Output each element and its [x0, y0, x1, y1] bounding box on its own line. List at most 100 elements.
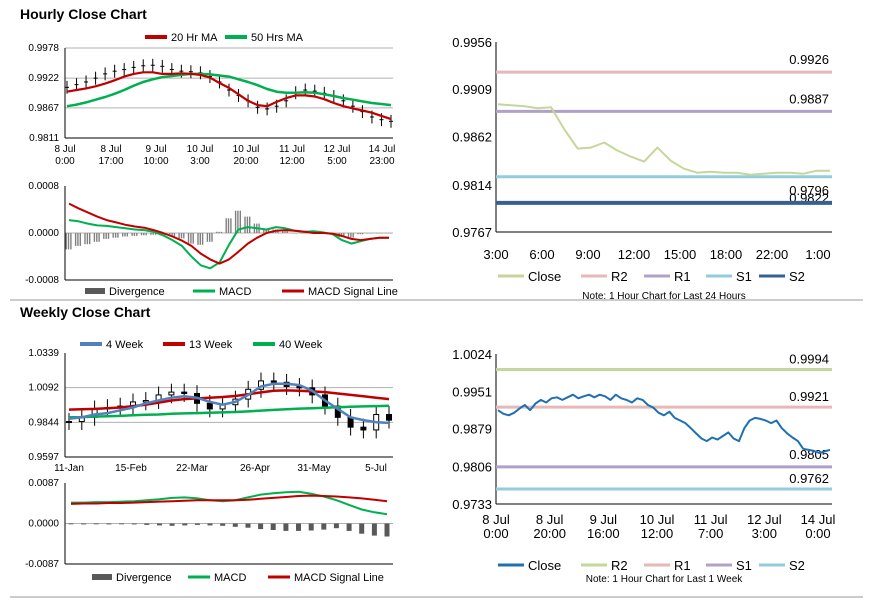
hourly-levels-x-tick-label: 12:00 [618, 247, 651, 262]
hourly-divergence-bar [122, 233, 124, 237]
hourly-divergence-bar [350, 233, 352, 238]
weekly-divergence-bar [106, 523, 112, 525]
hourly-macd-tick-label: 0.0008 [28, 181, 59, 192]
weekly-divergence-bar [283, 523, 289, 531]
hourly-x-tick-time: 5:00 [327, 156, 347, 167]
hourly-levels-x-tick-label: 3:00 [483, 247, 508, 262]
hourly-divergence-bar [105, 233, 107, 239]
hourly-x-tick-date: 9 Jul [145, 144, 166, 155]
hourly-levels-legend-label: Close [528, 269, 561, 284]
weekly-candle-body [142, 400, 149, 403]
hourly-levels-y-tick-label: 0.9814 [452, 178, 492, 193]
hourly-divergence-bar [140, 233, 143, 236]
hourly-levels-x-tick-label: 18:00 [710, 247, 743, 262]
hourly-divergence-bar [173, 233, 176, 237]
hourly-levels-x-tick-label: 6:00 [529, 247, 554, 262]
weekly-levels-x-tick-date: 11 Jul [694, 512, 728, 527]
hourly-divergence-bar [70, 233, 72, 250]
weekly-levels-x-tick-time: 0:00 [805, 526, 830, 541]
weekly-divergence-bar [131, 523, 137, 525]
weekly-divergence-bar [194, 523, 200, 525]
hourly-divergence-bar [237, 210, 239, 233]
hourly-x-tick-time: 3:00 [190, 156, 210, 167]
weekly-levels-legend-label: S2 [789, 558, 805, 573]
hourly-divergence-bar [187, 233, 190, 244]
weekly-levels-x-tick-time: 7:00 [698, 526, 723, 541]
hourly-legend-divergence-label: Divergence [109, 286, 165, 298]
hourly-divergence-bar [209, 233, 211, 242]
hourly-levels-y-tick-label: 0.9862 [452, 129, 492, 144]
weekly-x-tick-label: 5-Jul [365, 463, 387, 474]
hourly-divergence-bar [79, 233, 81, 246]
hourly-divergence-bar [131, 233, 133, 236]
hourly-divergence-bar [246, 216, 249, 233]
hourly-divergence-bar [361, 233, 364, 235]
hourly-x-tick-time: 17:00 [98, 156, 123, 167]
weekly-candle-body [181, 391, 188, 395]
weekly-x-tick-label: 31-May [297, 463, 330, 474]
hourly-divergence-bar [239, 210, 241, 233]
hourly-x-tick-date: 10 Jul [233, 144, 260, 155]
hourly-divergence-bar [84, 233, 86, 245]
hourly-divergence-bar [65, 233, 67, 250]
hourly-divergence-bar [201, 233, 204, 245]
hourly-divergence-bar [126, 233, 128, 237]
hourly-divergence-bar [112, 233, 114, 238]
weekly-price-tick-label: 0.9597 [28, 452, 59, 463]
hourly-divergence-bar [284, 231, 286, 233]
weekly-levels-x-tick-date: 8 Jul [482, 512, 510, 527]
weekly-x-tick-label: 15-Feb [115, 463, 147, 474]
hourly-divergence-bar [93, 233, 96, 242]
weekly-legend-ma40-label: 40 Week [279, 339, 323, 351]
weekly-x-tick-label: 11-Jan [54, 463, 84, 474]
hourly-levels-legend-label: R2 [611, 269, 628, 284]
hourly-divergence-bar [192, 233, 194, 244]
hourly-divergence-bar [371, 233, 373, 234]
weekly-divergence-bar [232, 523, 238, 527]
hourly-levels-level-label-r1: 0.9887 [789, 91, 829, 106]
hourly-levels-level-label-s2: 0.9796 [789, 183, 829, 198]
hourly-x-tick-date: 10 Jul [187, 144, 214, 155]
weekly-levels-y-tick-label: 0.9733 [452, 497, 492, 512]
hourly-legend-divergence-swatch [85, 288, 105, 294]
weekly-levels-close-line [497, 393, 831, 454]
hourly-levels-close-line [497, 103, 830, 176]
hourly-divergence-bar [265, 229, 267, 233]
weekly-divergence-bar [169, 523, 175, 526]
hourly-divergence-bar [267, 229, 270, 233]
weekly-levels-y-tick-label: 1.0024 [452, 347, 492, 362]
weekly-price-tick-label: 0.9844 [28, 417, 59, 428]
hourly-levels-x-tick-label: 9:00 [575, 247, 600, 262]
weekly-candle-body [206, 402, 213, 410]
hourly-divergence-bar [96, 233, 98, 242]
hourly-divergence-bar [352, 233, 354, 238]
hourly-x-tick-time: 20:00 [233, 156, 258, 167]
weekly-levels-x-tick-time: 3:00 [752, 526, 777, 541]
weekly-divergence-bar [308, 523, 314, 531]
weekly-x-tick-label: 22-Mar [176, 463, 208, 474]
hourly-divergence-bar [86, 233, 89, 245]
weekly-divergence-bar [144, 523, 150, 525]
hourly-legend-signal-label: MACD Signal Line [308, 286, 398, 298]
hourly-levels-y-tick-label: 0.9956 [452, 35, 492, 50]
weekly-legend-divergence-label: Divergence [116, 572, 172, 584]
hourly-divergence-bar [357, 233, 359, 235]
hourly-divergence-bar [369, 233, 371, 234]
weekly-divergence-bar [359, 523, 365, 534]
weekly-divergence-bar [207, 523, 213, 526]
hourly-x-tick-date: 12 Jul [324, 144, 351, 155]
hourly-levels-legend-label: S2 [789, 269, 805, 284]
hourly-divergence-bar [107, 233, 110, 239]
hourly-divergence-bar [199, 233, 201, 245]
weekly-divergence-bar [384, 523, 390, 537]
hourly-price-tick-label: 0.9811 [29, 133, 59, 144]
hourly-divergence-bar [206, 233, 209, 242]
weekly-levels-y-tick-label: 0.9879 [452, 422, 492, 437]
hourly-divergence-bar [103, 233, 105, 239]
weekly-levels-y-tick-label: 0.9951 [452, 385, 492, 400]
weekly-levels-legend-label: Close [528, 558, 561, 573]
weekly-divergence-bar [371, 523, 377, 536]
weekly-legend-macd-label: MACD [214, 572, 246, 584]
weekly-legend-ma13-label: 13 Week [189, 339, 233, 351]
